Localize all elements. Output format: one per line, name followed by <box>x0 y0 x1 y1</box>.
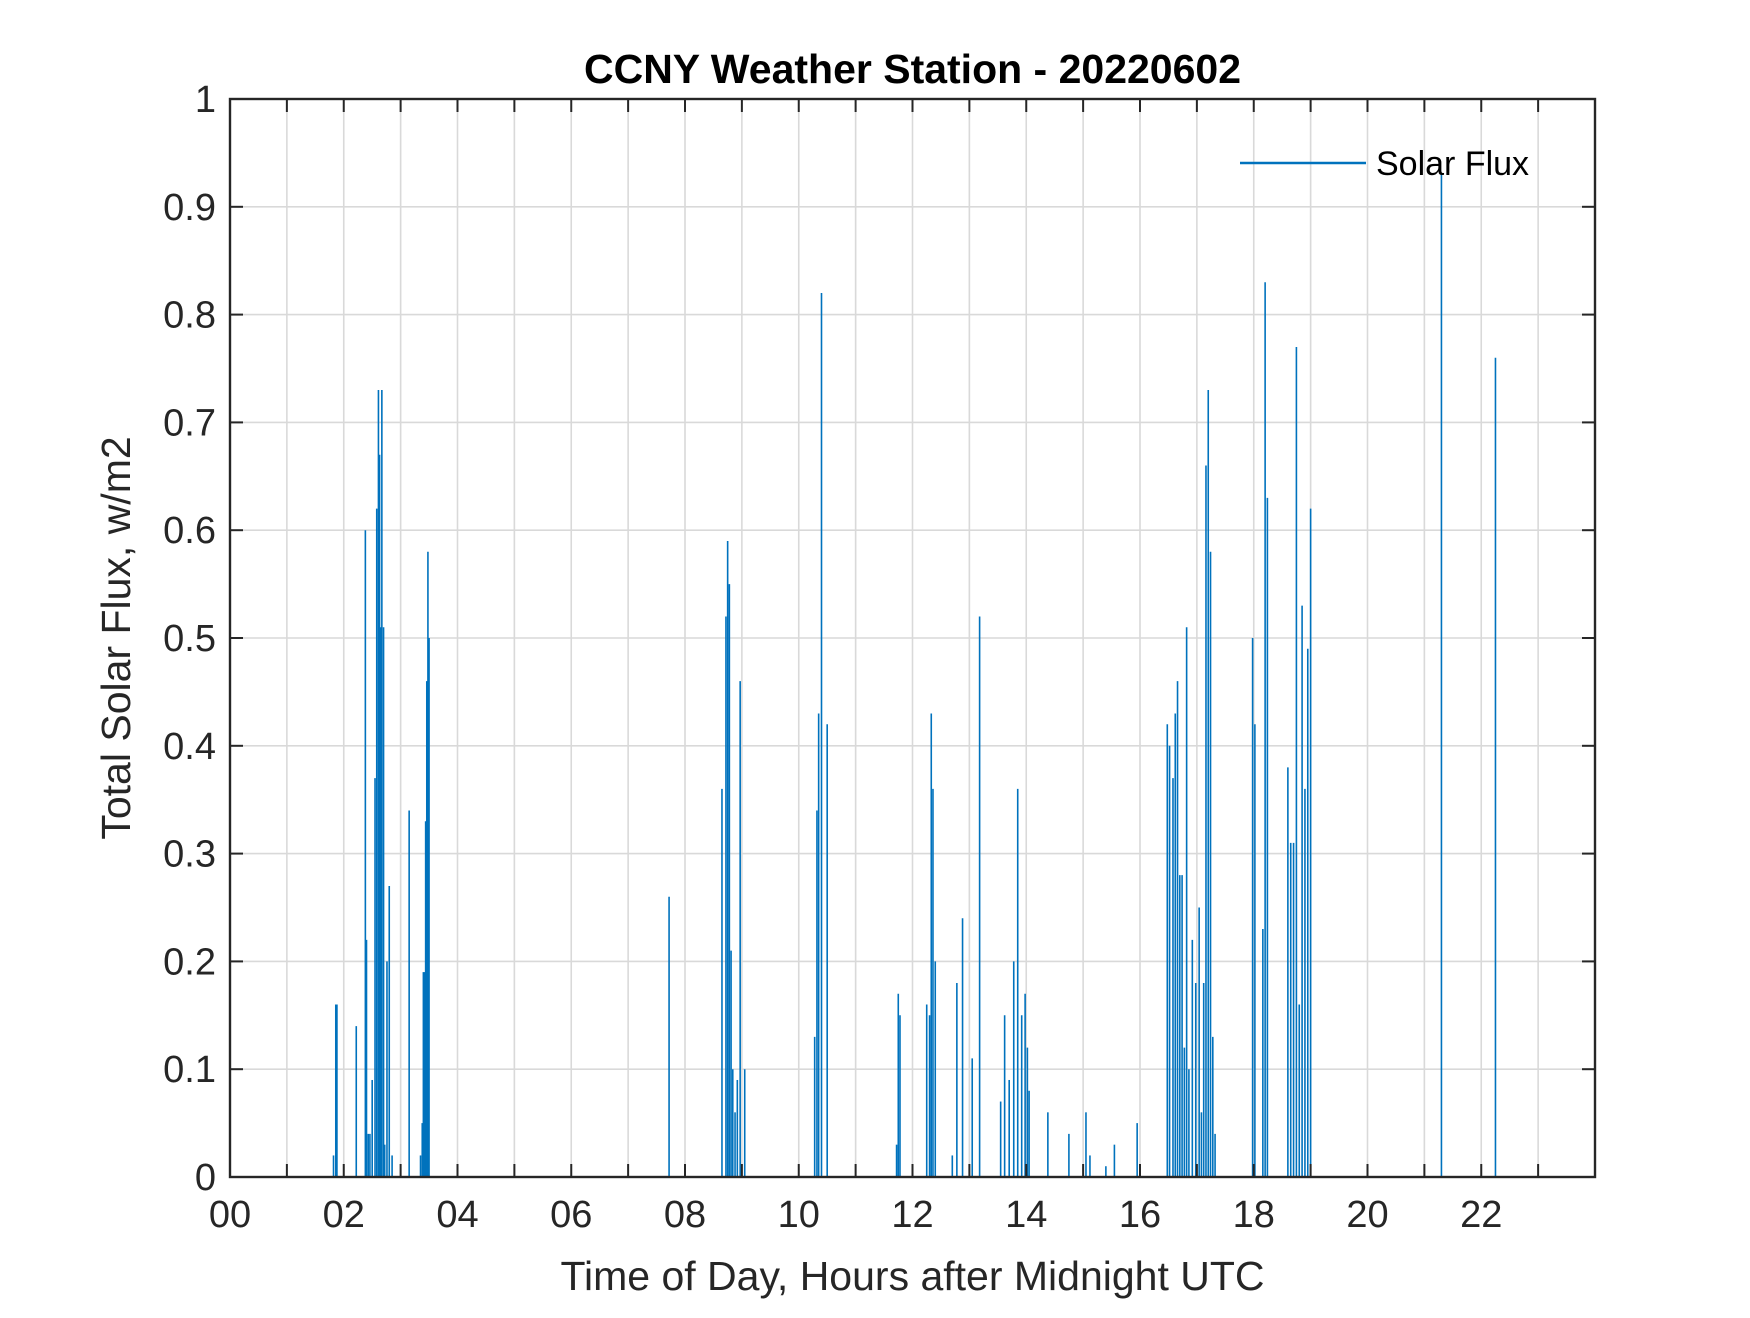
y-tick-label: 0.4 <box>163 726 216 768</box>
x-tick-label: 14 <box>1005 1194 1047 1236</box>
chart-title: CCNY Weather Station - 20220602 <box>584 46 1241 92</box>
x-tick-label: 10 <box>778 1194 820 1236</box>
x-axis-label: Time of Day, Hours after Midnight UTC <box>560 1253 1264 1299</box>
x-tick-label: 04 <box>436 1194 478 1236</box>
y-tick-label: 0.7 <box>163 402 216 444</box>
y-tick-label: 0.8 <box>163 295 216 337</box>
y-tick-label: 0.9 <box>163 187 216 229</box>
x-tick-label: 02 <box>323 1194 365 1236</box>
y-tick-label: 0 <box>195 1157 216 1199</box>
legend[interactable]: Solar Flux <box>1240 145 1529 183</box>
y-tick-label: 0.6 <box>163 510 216 552</box>
x-tick-label: 22 <box>1460 1194 1502 1236</box>
y-tick-label: 1 <box>195 79 216 121</box>
plot-frame <box>228 97 1597 1179</box>
x-tick-label: 16 <box>1119 1194 1161 1236</box>
x-tick-label: 12 <box>891 1194 933 1236</box>
x-tick-label: 18 <box>1233 1194 1275 1236</box>
legend-label: Solar Flux <box>1376 145 1529 183</box>
x-tick-label: 00 <box>209 1194 251 1236</box>
tick-labels: 00 02 04 06 08 10 12 14 16 18 20 22 0 0.1 0.2 0.3 0.4 0.5… <box>163 79 1502 1236</box>
y-tick-label: 0.1 <box>163 1049 216 1091</box>
y-tick-label: 0.5 <box>163 618 216 660</box>
y-tick-label: 0.2 <box>163 941 216 983</box>
x-tick-label: 06 <box>550 1194 592 1236</box>
x-tick-label: 08 <box>664 1194 706 1236</box>
y-tick-label: 0.3 <box>163 834 216 876</box>
y-axis-label: Total Solar Flux, w/m2 <box>93 436 139 839</box>
axis-ticks <box>230 98 1595 1178</box>
x-tick-label: 20 <box>1346 1194 1388 1236</box>
